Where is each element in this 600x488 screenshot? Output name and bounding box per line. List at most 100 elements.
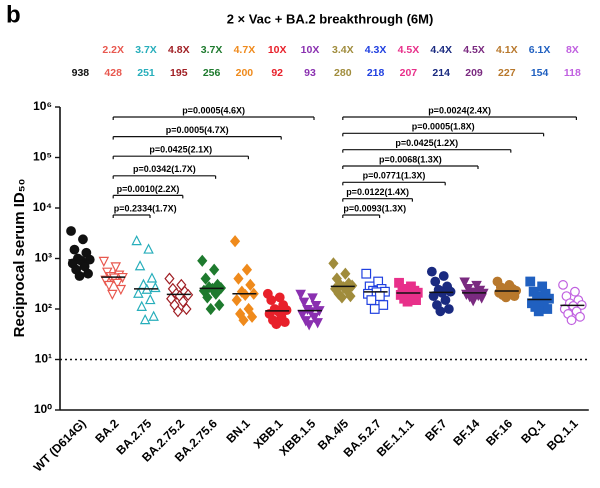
x-tick-label: BA.2: [92, 416, 121, 445]
point: [575, 311, 585, 322]
point: [476, 293, 487, 304]
point: [209, 263, 220, 276]
point: [197, 254, 208, 267]
p-value: p=0.2334(1.7X): [114, 203, 177, 213]
point: [361, 268, 372, 279]
point: [411, 295, 421, 306]
point: [295, 289, 306, 301]
point: [525, 276, 536, 287]
median-label: 93: [304, 67, 316, 79]
x-tick-label: BF.16: [483, 416, 515, 448]
p-value: p=0.0024(2.4X): [428, 105, 491, 115]
p-value: p=0.0342(1.7X): [133, 164, 196, 174]
point: [144, 293, 156, 305]
p-value: p=0.0771(1.3X): [363, 171, 426, 181]
p-value: p=0.0005(4.6X): [182, 105, 245, 115]
point: [312, 318, 323, 329]
x-tick-label: WT (D614G): [31, 416, 89, 474]
fold-change: 4.8X: [168, 44, 190, 56]
point: [181, 302, 192, 316]
fold-change: 3.4X: [332, 44, 354, 56]
median-label: 118: [564, 67, 581, 79]
p-value: p=0.0425(2.1X): [149, 145, 212, 155]
point: [131, 234, 142, 246]
point: [566, 315, 577, 326]
point: [146, 272, 158, 283]
median-label: 280: [334, 67, 352, 79]
p-value: p=0.0010(2.2X): [117, 184, 180, 194]
y-tick-label: 10⁵: [33, 150, 52, 164]
x-tick-label: BF.7: [422, 416, 450, 444]
point: [366, 295, 377, 306]
fold-change: 4.7X: [234, 44, 256, 56]
fold-change: 3.7X: [135, 44, 157, 56]
point: [435, 306, 446, 317]
point: [205, 302, 216, 316]
point: [110, 262, 122, 273]
point: [66, 226, 76, 236]
median-label: 214: [432, 67, 450, 79]
point: [74, 271, 85, 281]
point: [107, 289, 118, 301]
x-tick-label: XBB.1.5: [276, 416, 318, 458]
point: [200, 272, 211, 285]
point: [509, 291, 520, 302]
point: [100, 275, 111, 286]
median-label: 227: [498, 67, 516, 79]
point: [69, 244, 80, 255]
median-label: 428: [104, 67, 122, 79]
point: [501, 292, 511, 303]
point: [150, 281, 161, 293]
fold-change: 4.1X: [496, 44, 518, 56]
p-value: p=0.0068(1.3X): [379, 154, 442, 164]
point: [558, 280, 568, 290]
point: [369, 304, 380, 314]
point: [443, 304, 454, 314]
point: [298, 297, 310, 308]
point: [246, 310, 258, 323]
median-label: 92: [271, 67, 283, 79]
median-label: 200: [236, 67, 254, 79]
x-tick-label: BQ.1.1: [544, 416, 581, 453]
fold-change: 10X: [301, 44, 320, 56]
median-label: 209: [465, 67, 483, 79]
point: [243, 302, 254, 316]
point: [279, 317, 290, 328]
point: [271, 319, 282, 330]
point: [340, 267, 351, 280]
point: [308, 312, 320, 324]
median-label: 207: [400, 67, 418, 79]
median-label: 938: [72, 67, 90, 79]
point: [238, 314, 249, 327]
p-value: p=0.0005(1.8X): [412, 122, 475, 132]
point: [103, 280, 115, 292]
y-tick-label: 10²: [35, 301, 52, 315]
point: [542, 304, 553, 314]
point: [303, 320, 315, 331]
x-tick-label: BN.1: [224, 416, 253, 445]
point: [402, 296, 413, 307]
median-label: 251: [137, 67, 155, 79]
point: [533, 306, 544, 317]
fold-change: 8X: [566, 44, 579, 56]
p-value: p=0.0093(1.3X): [343, 203, 406, 213]
point: [245, 278, 256, 292]
median-label: 195: [170, 67, 188, 79]
p-value: p=0.0122(1.4X): [346, 187, 409, 197]
point: [214, 298, 225, 312]
point: [307, 293, 318, 304]
fold-change: 4.3X: [365, 44, 387, 56]
fold-change: 4.5X: [463, 44, 485, 56]
point: [467, 296, 479, 307]
median-label: 256: [203, 67, 221, 79]
point: [241, 263, 253, 276]
point: [378, 300, 389, 310]
fold-change: 3.7X: [201, 44, 223, 56]
point: [164, 272, 175, 285]
point: [133, 287, 144, 298]
x-tick-label: BQ.1: [518, 416, 548, 446]
y-axis-title: Reciprocal serum ID₅₀: [11, 179, 28, 338]
point: [310, 300, 322, 312]
y-tick-label: 10⁰: [34, 402, 52, 416]
point: [202, 291, 213, 304]
